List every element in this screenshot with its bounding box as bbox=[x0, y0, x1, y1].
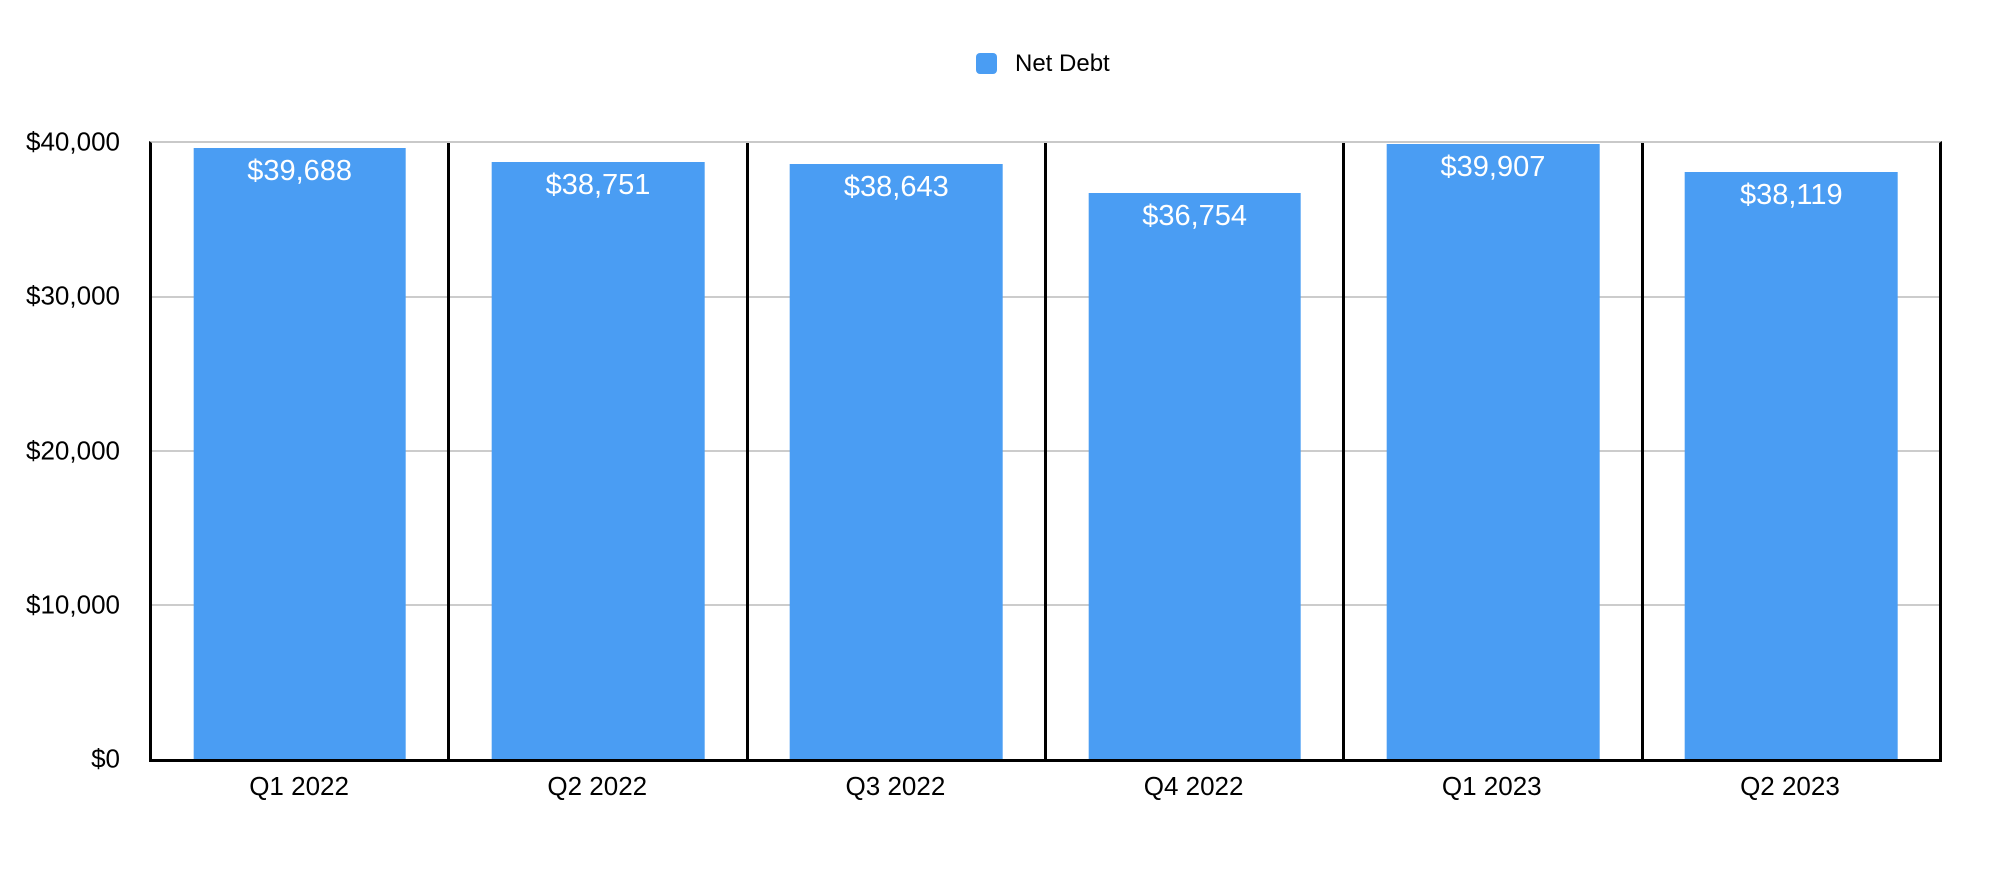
bar-value-label-q1-2023: $39,907 bbox=[1440, 151, 1546, 184]
bar-q1-2022: $39,688 bbox=[193, 147, 406, 759]
x-tick-label-q2-2022: Q2 2022 bbox=[547, 771, 648, 801]
y-tick-label--0: $0 bbox=[91, 743, 120, 774]
y-axis-tick-labels: $0 $10,000 $20,000 $30,000 $40,000 bbox=[0, 127, 120, 774]
bar-value-label-q2-2022: $38,751 bbox=[545, 169, 651, 202]
x-tick-label-q2-2023: Q2 2023 bbox=[1740, 771, 1840, 801]
bar-q1-2023: $39,907 bbox=[1386, 144, 1600, 759]
x-tick-label-q3-2022: Q3 2022 bbox=[845, 771, 946, 801]
legend-label-net-debt: Net Debt bbox=[1015, 49, 1110, 77]
plot-area: $39,688 $38,751 $38,643 $36,754 $39,907 $38,1… bbox=[149, 141, 1942, 762]
y-tick-label--10-000: $10,000 bbox=[26, 589, 120, 620]
category-panels: $39,688 $38,751 $38,643 $36,754 $39,907 $38,1… bbox=[152, 143, 1939, 759]
x-tick-label-q4-2022: Q4 2022 bbox=[1143, 771, 1244, 801]
bar-q4-2022: $36,754 bbox=[1088, 193, 1301, 759]
y-tick-label--20-000: $20,000 bbox=[26, 435, 120, 465]
x-tick-label-q1-2023: Q1 2023 bbox=[1441, 771, 1542, 801]
bar-value-label-q3-2022: $38,643 bbox=[843, 170, 949, 203]
panel-q3-2022: $38,643 bbox=[749, 143, 1047, 759]
panel-q1-2022: $39,688 bbox=[152, 143, 451, 759]
panel-q1-2023: $39,907 bbox=[1345, 143, 1644, 759]
panel-q4-2022: $36,754 bbox=[1047, 143, 1346, 759]
legend-swatch-net-debt bbox=[976, 53, 997, 74]
panel-q2-2022: $38,751 bbox=[450, 143, 749, 759]
y-tick-label--30-000: $30,000 bbox=[26, 280, 120, 311]
y-tick-label--40-000: $40,000 bbox=[26, 126, 120, 157]
bar-q3-2022: $38,643 bbox=[790, 163, 1003, 759]
bar-value-label-q2-2023: $38,119 bbox=[1739, 178, 1843, 211]
bar-q2-2023: $38,119 bbox=[1684, 171, 1898, 759]
x-tick-label-q1-2022: Q1 2022 bbox=[249, 771, 349, 801]
x-axis-tick-labels: Q1 2022 Q2 2022 Q3 2022 Q4 2022 Q1 2023 Q2 20… bbox=[150, 771, 1939, 802]
chart-legend: Net Debt bbox=[976, 49, 1110, 77]
bar-value-label-q4-2022: $36,754 bbox=[1142, 200, 1248, 232]
bar-q2-2022: $38,751 bbox=[491, 162, 705, 759]
panel-q2-2023: $38,119 bbox=[1644, 143, 1939, 759]
bar-value-label-q1-2022: $39,688 bbox=[247, 154, 353, 187]
